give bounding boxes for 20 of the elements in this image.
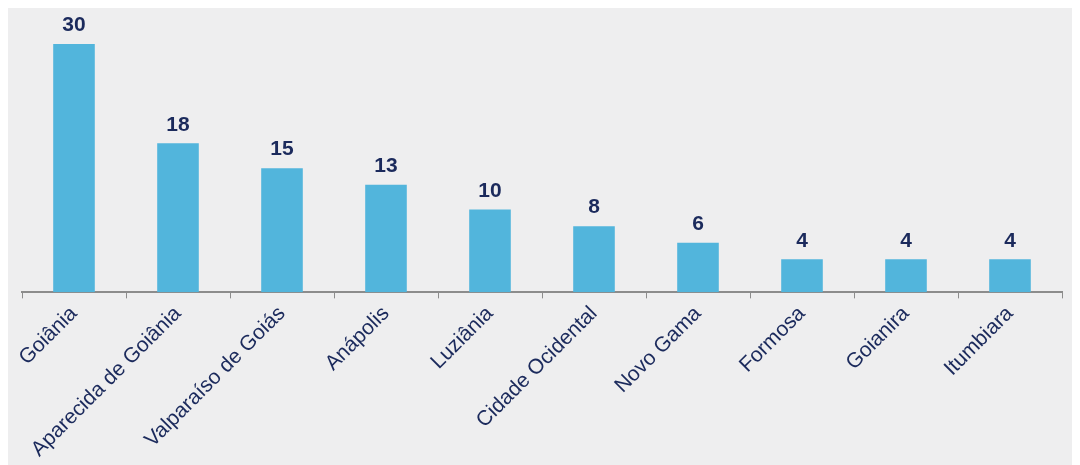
bar [677,242,719,293]
data-label: 10 [478,177,502,201]
bar [365,184,407,293]
data-label: 4 [796,227,809,251]
bar [573,226,615,293]
data-label: 18 [166,111,190,135]
data-label: 4 [1004,227,1017,251]
bar [781,259,823,293]
data-label: 30 [62,12,86,36]
bar [885,259,927,293]
bar [989,259,1031,293]
data-label: 13 [374,153,398,177]
bar [53,44,95,293]
bar [261,168,303,293]
data-label: 4 [900,227,913,251]
data-label: 8 [588,194,601,218]
data-label: 15 [270,136,294,160]
data-label: 6 [692,210,704,234]
bar [469,209,511,293]
bar [157,143,199,293]
